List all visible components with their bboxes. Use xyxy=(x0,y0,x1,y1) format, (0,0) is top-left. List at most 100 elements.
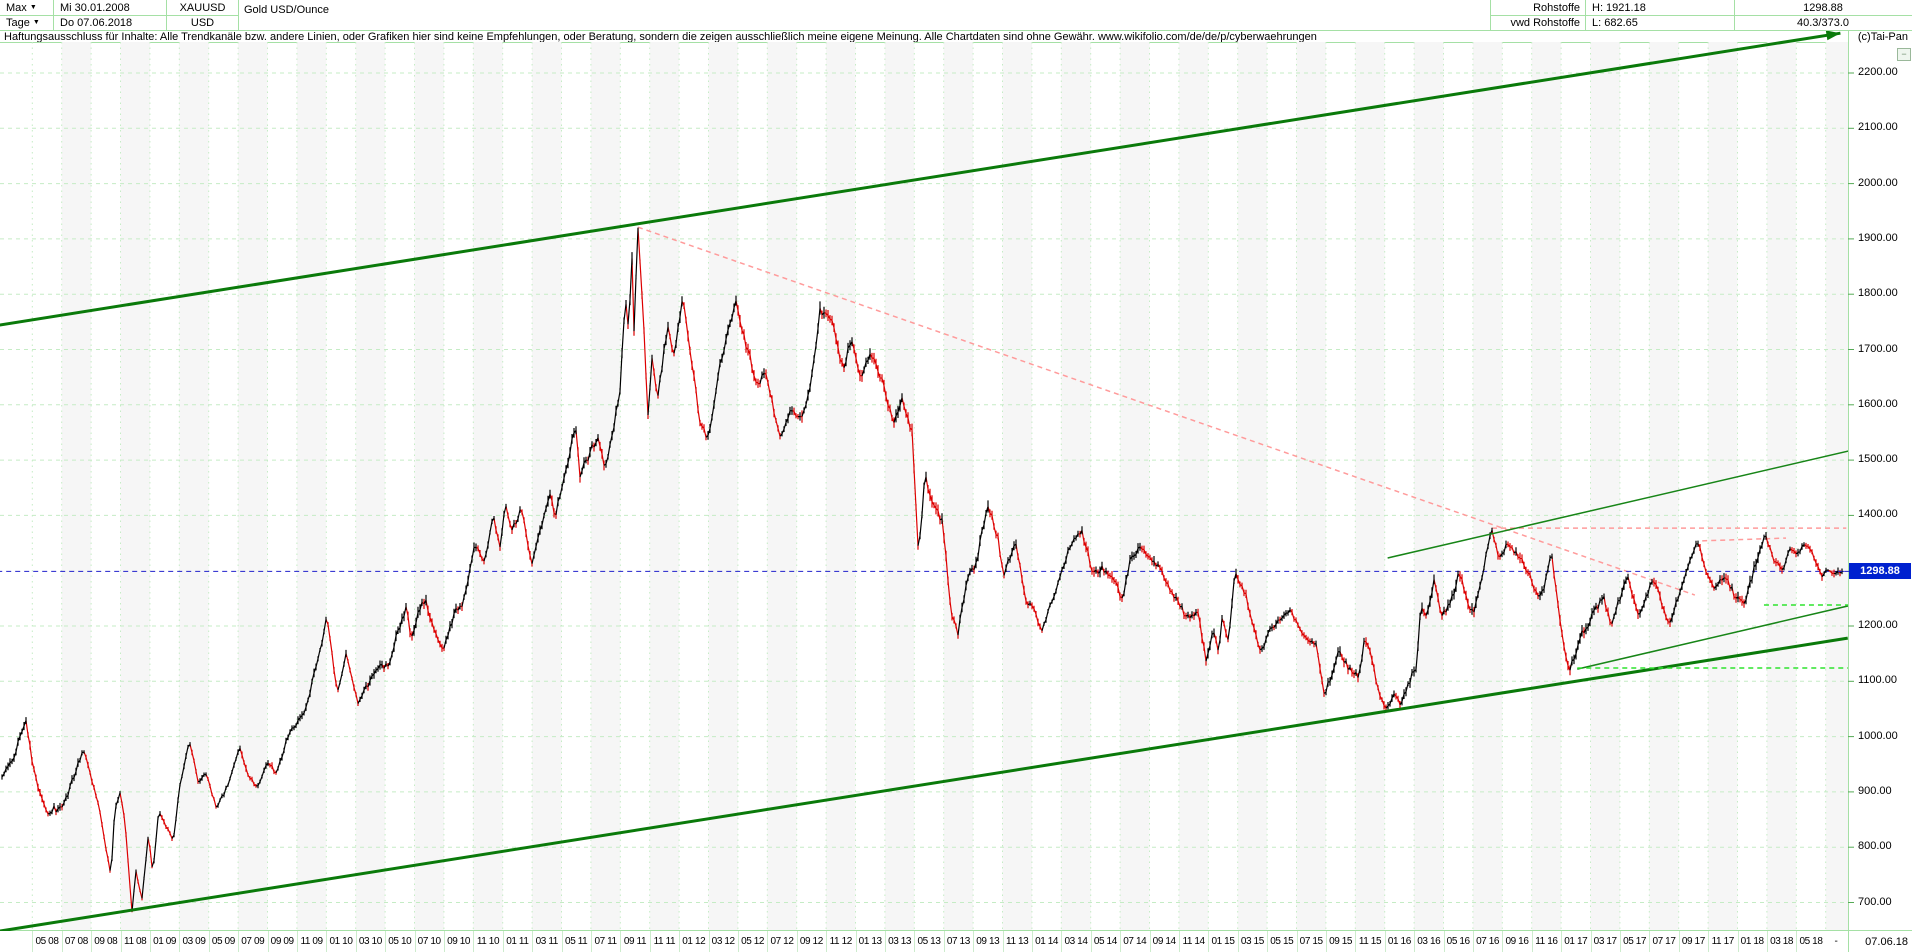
currency-label: USD xyxy=(190,17,215,29)
x-axis-label: 07 17 xyxy=(1652,936,1676,947)
x-axis-separator xyxy=(1502,931,1504,952)
x-axis-label: 03 15 xyxy=(1240,936,1264,947)
x-axis-label: 09 08 xyxy=(94,936,118,947)
x-axis-label: 07 13 xyxy=(946,936,970,947)
x-axis-separator xyxy=(1649,931,1651,952)
x-axis-label: 09 16 xyxy=(1505,936,1529,947)
y-axis-label: 2100.00 xyxy=(1858,121,1898,134)
x-axis-separator xyxy=(1267,931,1269,952)
x-axis-label: 03 17 xyxy=(1593,936,1617,947)
x-axis-separator xyxy=(914,931,916,952)
x-axis-separator xyxy=(796,931,798,952)
x-axis-separator xyxy=(502,931,504,952)
x-axis-separator xyxy=(1355,931,1357,952)
header-divider xyxy=(238,0,239,30)
y-axis-label: 800.00 xyxy=(1858,840,1892,853)
x-axis-separator xyxy=(385,931,387,952)
x-axis-separator xyxy=(1090,931,1092,952)
x-axis-label: 01 17 xyxy=(1564,936,1588,947)
x-axis-label: 05 09 xyxy=(211,936,235,947)
x-axis-label: 03 16 xyxy=(1417,936,1441,947)
trendline-channel-bottom xyxy=(0,636,1848,931)
x-axis-label: 05 12 xyxy=(741,936,765,947)
x-axis-label: 11 12 xyxy=(829,936,853,947)
x-axis-label: 05 08 xyxy=(35,936,59,947)
x-axis-separator xyxy=(1208,931,1210,952)
x-axis-label: 01 13 xyxy=(858,936,882,947)
x-axis-label: 11 16 xyxy=(1535,936,1558,947)
period-dropdown[interactable]: Tage ▼ xyxy=(6,16,40,30)
x-axis-separator xyxy=(1002,931,1004,952)
trendline-inner-channel-bottom xyxy=(1577,605,1848,670)
range-dropdown[interactable]: Max ▼ xyxy=(6,1,37,15)
x-axis-separator xyxy=(943,931,945,952)
x-axis-separator xyxy=(620,931,622,952)
x-axis-label: 05 14 xyxy=(1093,936,1117,947)
x-axis-label: 05 13 xyxy=(917,936,941,947)
x-axis-label: 03 14 xyxy=(1064,936,1088,947)
x-axis-label: 03 12 xyxy=(711,936,735,947)
x-axis-label: 05 10 xyxy=(388,936,412,947)
x-axis-label: 01 16 xyxy=(1387,936,1411,947)
high-value: H: 1921.18 xyxy=(1592,2,1646,14)
last-price-header: 1298.88 xyxy=(1803,2,1843,14)
y-axis-label: 1700.00 xyxy=(1858,342,1898,355)
x-axis-label: 09 13 xyxy=(976,936,1000,947)
x-axis-separator xyxy=(973,931,975,952)
copyright-label: (c)Tai-Pan xyxy=(1857,31,1908,43)
x-axis-separator xyxy=(1443,931,1445,952)
x-axis-separator xyxy=(1708,931,1710,952)
symbol-label: XAUUSD xyxy=(179,2,226,14)
x-axis-label: 11 13 xyxy=(1006,936,1029,947)
x-axis-label: 01 15 xyxy=(1211,936,1235,947)
chevron-down-icon: ▼ xyxy=(32,19,40,26)
x-axis-separator xyxy=(1796,931,1798,952)
x-axis-label: 07 15 xyxy=(1299,936,1323,947)
x-axis-separator xyxy=(443,931,445,952)
x-axis-label: 09 12 xyxy=(799,936,823,947)
x-axis-separator xyxy=(296,931,298,952)
x-axis-label: 07 16 xyxy=(1476,936,1500,947)
provider-label: vwd Rohstoffe xyxy=(1510,17,1580,29)
x-axis-separator xyxy=(708,931,710,952)
x-axis-separator xyxy=(561,931,563,952)
x-axis-separator xyxy=(1678,931,1680,952)
y-axis-label: 2000.00 xyxy=(1858,176,1898,189)
x-axis-separator xyxy=(1531,931,1533,952)
y-axis-label: 2200.00 xyxy=(1858,66,1898,78)
x-axis-separator xyxy=(1296,931,1298,952)
x-axis-separator xyxy=(473,931,475,952)
y-axis-label: 1400.00 xyxy=(1858,508,1898,521)
x-axis-label: 09 17 xyxy=(1681,936,1705,947)
trendline-downtrend-from-2011-peak xyxy=(637,226,1696,596)
y-axis-label: 1600.00 xyxy=(1858,397,1898,410)
y-axis-label: 700.00 xyxy=(1858,895,1892,908)
x-axis-separator xyxy=(1619,931,1621,952)
y-axis-label: 1500.00 xyxy=(1858,453,1898,466)
x-axis-separator xyxy=(326,931,328,952)
x-axis-separator xyxy=(238,931,240,952)
x-axis-separator xyxy=(1414,931,1416,952)
range-label: Max xyxy=(6,2,27,14)
last-price-tag: 1298.88 xyxy=(1849,563,1911,579)
x-axis-label: 01 12 xyxy=(682,936,706,947)
date-from: Mi 30.01.2008 xyxy=(60,2,130,14)
x-axis-label: 09 10 xyxy=(447,936,471,947)
x-axis-separator xyxy=(32,931,34,952)
x-axis-separator xyxy=(826,931,828,952)
x-axis-separator xyxy=(61,931,63,952)
x-axis-label: 09 15 xyxy=(1329,936,1353,947)
x-axis-separator xyxy=(855,931,857,952)
x-axis-separator xyxy=(884,931,886,952)
x-axis-separator xyxy=(1031,931,1033,952)
group-label: Rohstoffe xyxy=(1533,2,1580,14)
x-axis-separator xyxy=(1061,931,1063,952)
x-axis-label: 11 08 xyxy=(124,936,147,947)
x-axis-separator xyxy=(1561,931,1563,952)
disclaimer-text: Haftungsausschluss für Inhalte: Alle Tre… xyxy=(4,31,1317,43)
instrument-title: Gold USD/Ounce xyxy=(244,4,329,16)
x-axis-separator xyxy=(532,931,534,952)
x-axis-label: 07 10 xyxy=(417,936,441,947)
x-axis-label: 03 09 xyxy=(182,936,206,947)
collapse-icon[interactable]: − xyxy=(1897,48,1911,61)
